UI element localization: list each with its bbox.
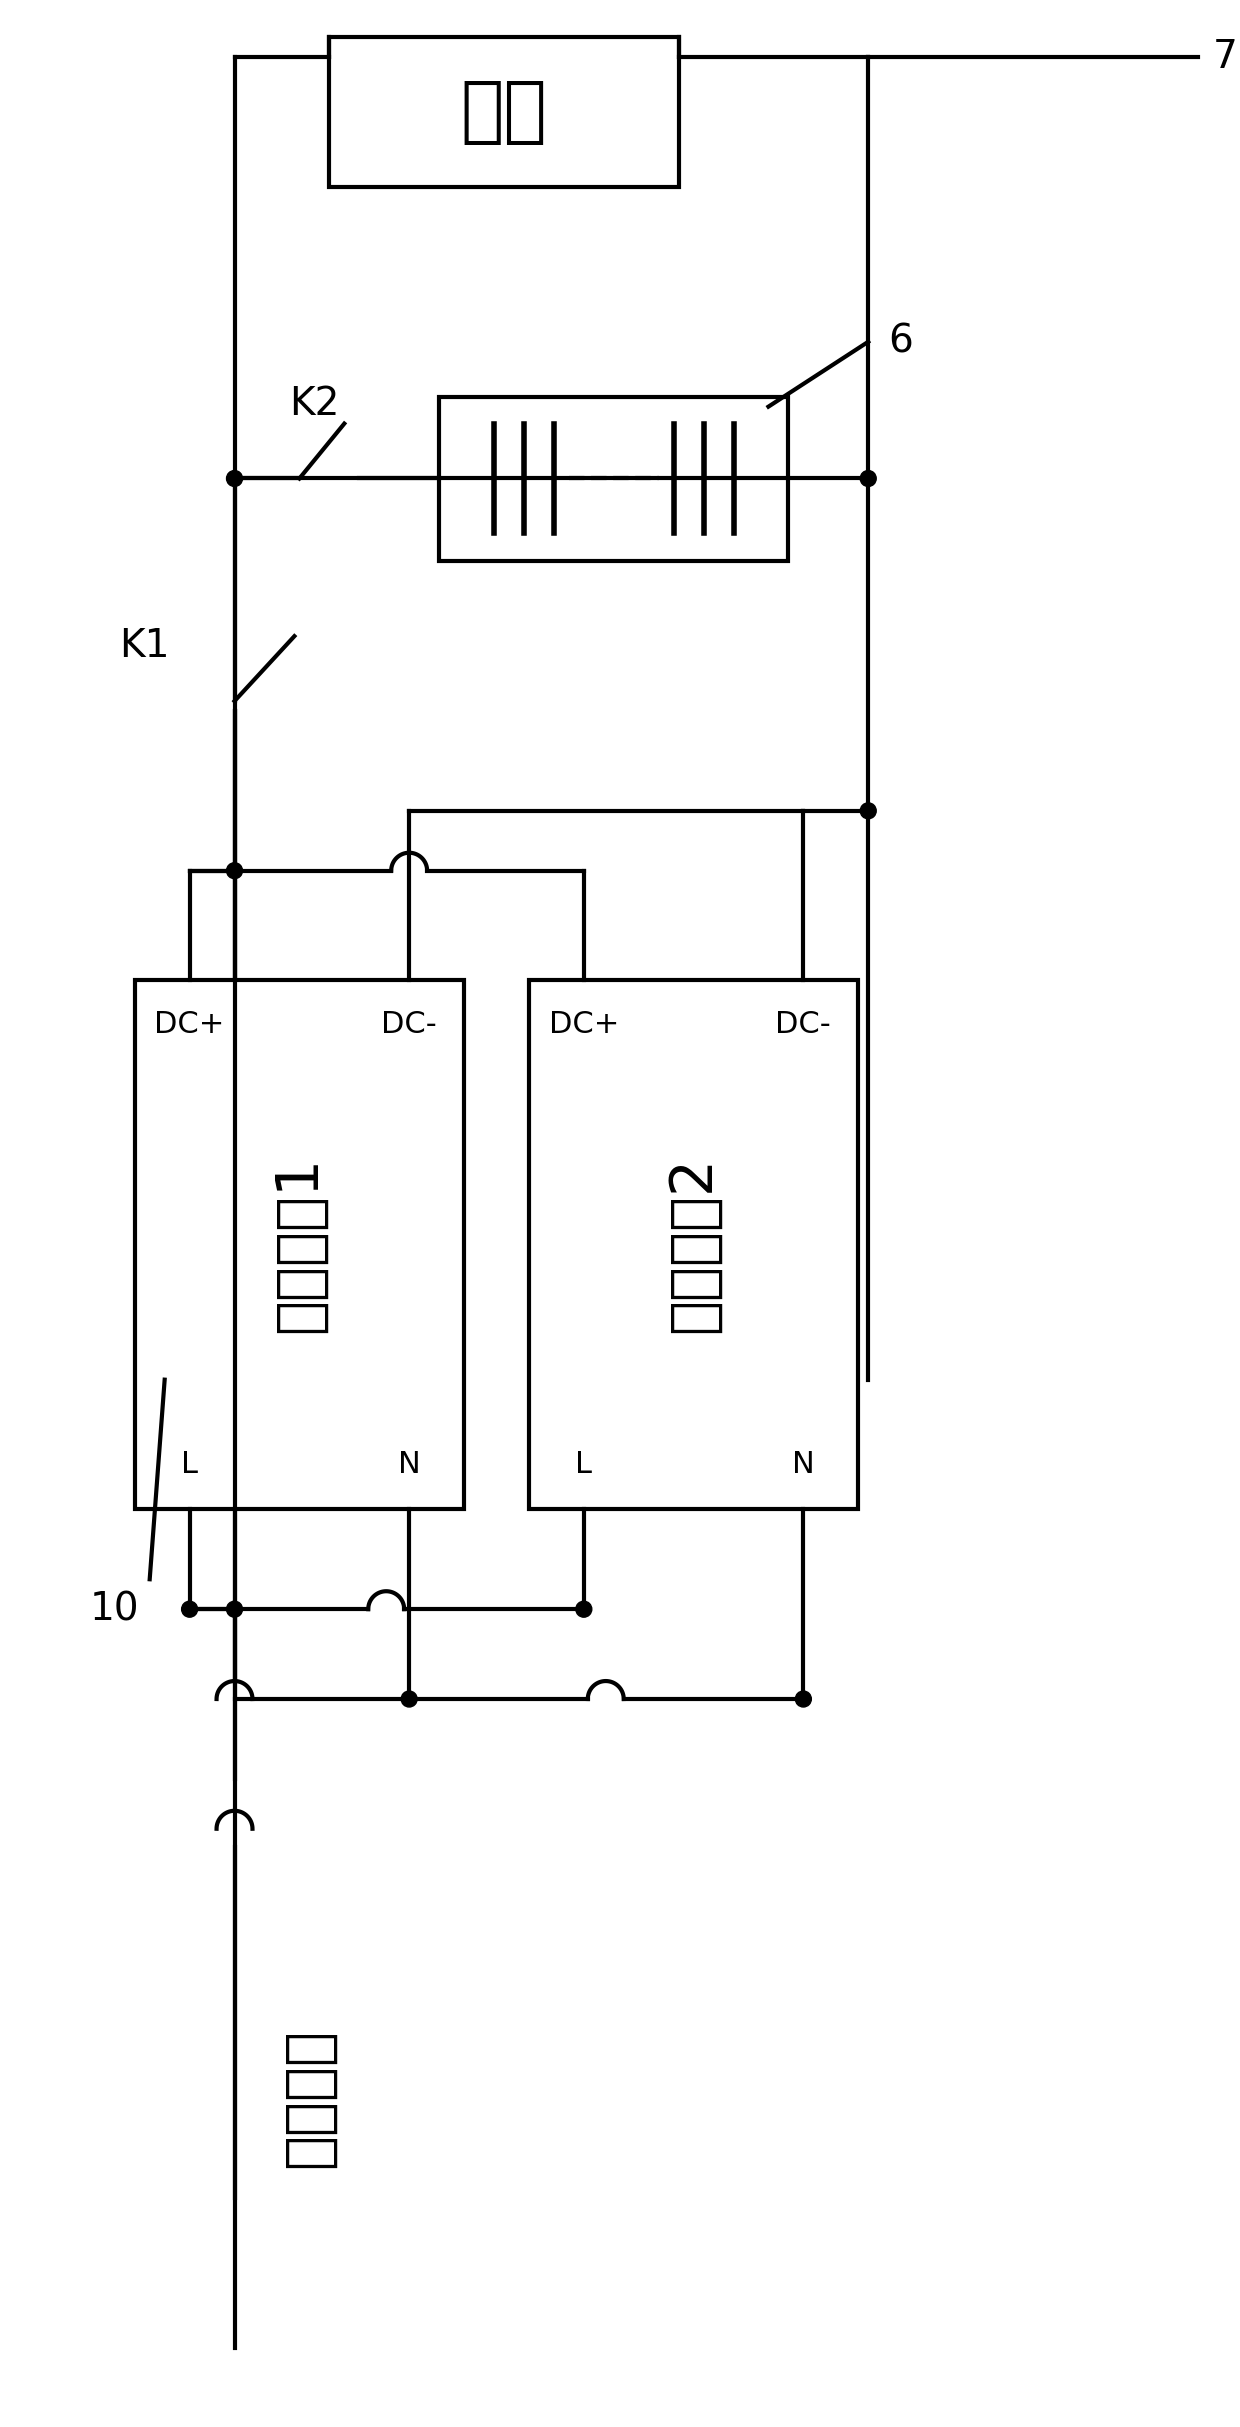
Text: DC-: DC- bbox=[775, 1010, 831, 1039]
Text: 现有模块2: 现有模块2 bbox=[665, 1155, 722, 1332]
Text: 负载: 负载 bbox=[460, 78, 547, 146]
Text: K2: K2 bbox=[289, 383, 340, 422]
Bar bbox=[330, 36, 678, 187]
Text: N: N bbox=[398, 1451, 420, 1480]
Text: L: L bbox=[575, 1451, 593, 1480]
Circle shape bbox=[227, 1602, 243, 1616]
Circle shape bbox=[227, 471, 243, 485]
Text: DC+: DC+ bbox=[548, 1010, 619, 1039]
Bar bbox=[529, 981, 858, 1510]
Text: 交流输入: 交流输入 bbox=[279, 2029, 336, 2167]
Text: DC-: DC- bbox=[381, 1010, 436, 1039]
Bar bbox=[135, 981, 464, 1510]
Circle shape bbox=[795, 1692, 811, 1706]
Circle shape bbox=[575, 1602, 591, 1616]
Circle shape bbox=[181, 1602, 197, 1616]
Text: 现有模块1: 现有模块1 bbox=[270, 1155, 327, 1332]
Text: 10: 10 bbox=[91, 1590, 140, 1629]
Text: K1: K1 bbox=[119, 626, 170, 665]
Text: L: L bbox=[181, 1451, 198, 1480]
Circle shape bbox=[861, 803, 877, 818]
Text: 6: 6 bbox=[888, 323, 913, 362]
Text: 7: 7 bbox=[1213, 39, 1238, 75]
Bar bbox=[439, 396, 789, 561]
Circle shape bbox=[227, 862, 243, 879]
Text: N: N bbox=[792, 1451, 815, 1480]
Text: DC+: DC+ bbox=[155, 1010, 224, 1039]
Circle shape bbox=[402, 1692, 417, 1706]
Circle shape bbox=[861, 471, 877, 485]
